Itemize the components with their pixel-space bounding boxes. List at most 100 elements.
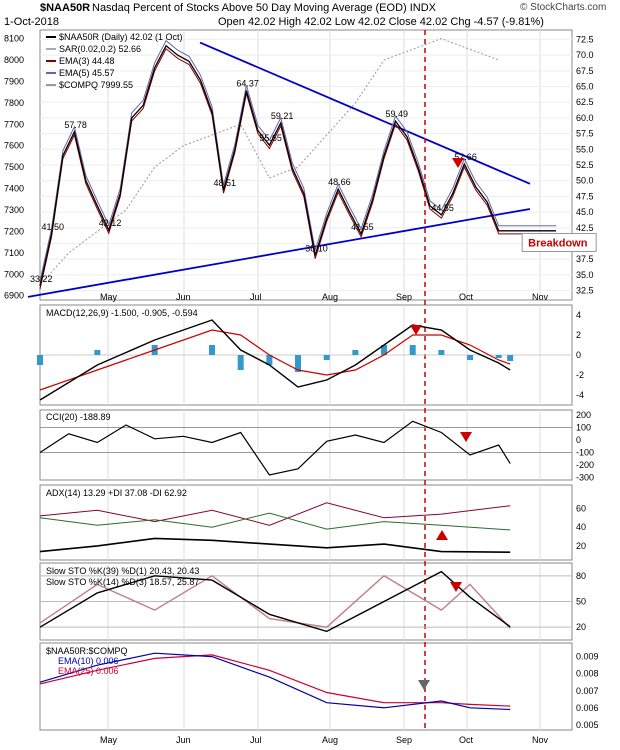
cci-tick: -300 bbox=[576, 473, 594, 483]
breakdown-label-box bbox=[521, 232, 597, 252]
price-series-line bbox=[39, 44, 556, 287]
month-label-bottom-jun: Jun bbox=[176, 735, 191, 745]
macd-histogram-bar bbox=[323, 355, 330, 360]
price-tick-right: 42.5 bbox=[576, 223, 594, 233]
month-label-top-aug: Aug bbox=[322, 292, 338, 302]
price-legend-2: EMA(3) 44.48 bbox=[59, 56, 115, 66]
cci-tick: 100 bbox=[576, 423, 591, 433]
price-annotation-4: 64.37 bbox=[236, 78, 259, 88]
month-label-top-jun: Jun bbox=[176, 292, 191, 302]
macd-tick: -2 bbox=[576, 370, 584, 380]
panel-frame-5 bbox=[39, 642, 573, 731]
cci-tick: 0 bbox=[576, 435, 581, 445]
ratio-ema10-legend: EMA(10) 0.006 bbox=[58, 656, 119, 666]
price-tick-right: 72.5 bbox=[576, 34, 594, 44]
month-label-top-oct: Oct bbox=[459, 292, 474, 302]
panel-frame-2 bbox=[39, 409, 573, 481]
macd-histogram-bar bbox=[495, 355, 502, 358]
stoch-tick: 50 bbox=[576, 597, 586, 607]
macd-down-marker bbox=[410, 325, 422, 335]
adx-tick: 20 bbox=[576, 541, 586, 551]
macd-histogram-bar bbox=[209, 345, 216, 355]
adx-up-marker bbox=[436, 530, 448, 540]
price-tick-left: 8100 bbox=[4, 34, 24, 44]
price-tick-left: 7300 bbox=[4, 205, 24, 215]
price-tick-right: 55.0 bbox=[576, 144, 594, 154]
macd-histogram-bar bbox=[94, 350, 101, 355]
macd-tick: -4 bbox=[576, 390, 584, 400]
stoch39-legend: Slow STO %K(39) %D(1) 20.43, 20.43 bbox=[46, 566, 199, 576]
cci-tick: -100 bbox=[576, 448, 594, 458]
price-annotation-8: 48.66 bbox=[328, 177, 351, 187]
down-arrow-marker bbox=[452, 158, 464, 168]
month-label-top-sep: Sep bbox=[396, 292, 412, 302]
price-annotation-7: 48.51 bbox=[213, 178, 236, 188]
price-annotation-0: 57.78 bbox=[64, 120, 87, 130]
price-annotation-2: 42.12 bbox=[99, 218, 122, 228]
ohlc-readout: Open 42.02 High 42.02 Low 42.02 Close 42… bbox=[218, 16, 544, 28]
chart-symbol: $NAA50R bbox=[40, 2, 91, 14]
price-tick-left: 7500 bbox=[4, 162, 24, 172]
macd-histogram-bar bbox=[352, 350, 359, 355]
resistance-trendline bbox=[199, 41, 531, 185]
macd-tick: 0 bbox=[576, 350, 581, 360]
macd-histogram-bar bbox=[381, 345, 388, 355]
price-tick-left: 7700 bbox=[4, 119, 24, 129]
price-tick-left: 6900 bbox=[4, 291, 24, 301]
price-annotation-3: 33.22 bbox=[30, 274, 53, 284]
breakdown-label: Breakdown bbox=[528, 237, 588, 249]
stoch-down-marker bbox=[450, 582, 462, 592]
price-tick-right: 35.0 bbox=[576, 270, 594, 280]
ratio-tick: 0.008 bbox=[576, 669, 599, 679]
adx-legend: ADX(14) 13.29 +DI 37.08 -DI 62.92 bbox=[46, 488, 187, 498]
macd-histogram-bar bbox=[295, 355, 302, 372]
macd-histogram-bar bbox=[409, 345, 416, 355]
month-label-top-nov: Nov bbox=[532, 292, 549, 302]
cci-tick: 200 bbox=[576, 410, 591, 420]
price-annotation-12: 52.66 bbox=[454, 152, 477, 162]
stoch-tick: 80 bbox=[576, 571, 586, 581]
macd-tick: 4 bbox=[576, 310, 581, 320]
cci-down-marker bbox=[460, 432, 472, 442]
chart-description: Nasdaq Percent of Stocks Above 50 Day Mo… bbox=[92, 2, 437, 14]
macd-legend: MACD(12,26,9) -1.500, -0.905, -0.594 bbox=[46, 308, 198, 318]
macd-histogram-bar bbox=[266, 355, 273, 365]
price-tick-right: 57.5 bbox=[576, 129, 594, 139]
ratio-tick: 0.009 bbox=[576, 652, 599, 662]
price-tick-right: 70.0 bbox=[576, 50, 594, 60]
macd-histogram-bar bbox=[507, 355, 514, 361]
price-legend-0: $NAA50R (Daily) 42.02 (1 Oct) bbox=[59, 32, 183, 42]
macd-histogram-bar bbox=[237, 355, 244, 370]
price-annotation-11: 59.49 bbox=[385, 109, 408, 119]
price-tick-left: 7900 bbox=[4, 76, 24, 86]
adx-tick: 60 bbox=[576, 503, 586, 513]
price-tick-right: 65.0 bbox=[576, 82, 594, 92]
month-label-bottom-aug: Aug bbox=[322, 735, 338, 745]
price-annotation-13: 44.55 bbox=[431, 203, 454, 213]
ratio-down-marker bbox=[418, 680, 430, 690]
month-label-bottom-may: May bbox=[100, 735, 118, 745]
price-tick-right: 67.5 bbox=[576, 66, 594, 76]
support-trendline bbox=[27, 208, 531, 298]
month-label-top-jul: Jul bbox=[250, 292, 262, 302]
price-tick-right: 32.5 bbox=[576, 286, 594, 296]
cci-legend: CCI(20) -188.89 bbox=[46, 412, 111, 422]
cci-line bbox=[39, 420, 511, 476]
macd-histogram-bar bbox=[467, 355, 474, 360]
price-tick-right: 45.0 bbox=[576, 207, 594, 217]
ratio-ema25-legend: EMA(25) 0.006 bbox=[58, 666, 119, 676]
month-label-top-may: May bbox=[100, 292, 118, 302]
price-annotation-1: 41.50 bbox=[41, 222, 64, 232]
adx-minus-di-line bbox=[39, 502, 511, 526]
month-label-bottom-nov: Nov bbox=[532, 735, 549, 745]
adx-line bbox=[39, 537, 511, 553]
price-legend-3: EMA(5) 45.57 bbox=[59, 68, 115, 78]
price-tick-left: 8000 bbox=[4, 55, 24, 65]
ratio-ema25-line bbox=[39, 654, 511, 707]
stoch-tick: 20 bbox=[576, 622, 586, 632]
price-tick-right: 47.5 bbox=[576, 191, 594, 201]
adx-tick: 40 bbox=[576, 522, 586, 532]
ratio-tick: 0.005 bbox=[576, 720, 599, 730]
ratio-tick: 0.006 bbox=[576, 703, 599, 713]
